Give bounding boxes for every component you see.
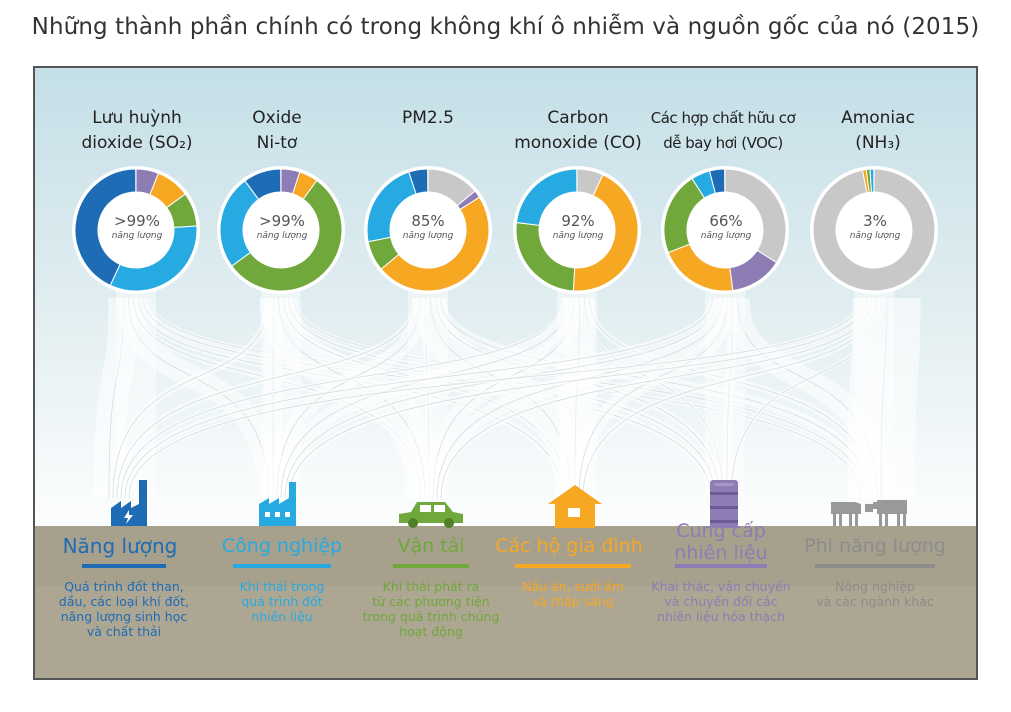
factory-icon xyxy=(259,482,296,526)
car-icon xyxy=(399,502,463,528)
donut-center-voc: 66% năng lượng xyxy=(686,213,766,242)
ground-band xyxy=(35,526,976,678)
donut-center-so2: >99% năng lượng xyxy=(97,213,177,242)
donut-percent: >99% xyxy=(259,212,305,230)
source-name-fuel-supply: Cung cấp nhiên liệu xyxy=(674,520,768,564)
flow-ribbon-edge xyxy=(116,297,416,499)
source-bar-households xyxy=(515,564,631,568)
pollutant-name-so2: Lưu huỳnh dioxide (SO₂) xyxy=(81,108,193,153)
flow-column xyxy=(705,290,745,498)
house-icon xyxy=(548,485,602,528)
infographic-panel: Lưu huỳnh dioxide (SO₂) Oxide Ni-tơ PM2.5 … xyxy=(33,66,978,680)
donut-percent: 85% xyxy=(411,212,445,230)
donut-segment-households xyxy=(572,174,639,292)
donut-sublabel: năng lượng xyxy=(111,231,163,241)
donut-percent: 92% xyxy=(561,212,595,230)
donut-charts xyxy=(72,166,938,294)
donut-segment-energy xyxy=(708,168,726,194)
source-bar-energy xyxy=(82,564,166,568)
donut-segment-non_energy xyxy=(812,168,936,292)
flow-ribbon-edge xyxy=(880,297,887,499)
oil-barrel-icon xyxy=(710,480,738,528)
source-desc-energy: Quá trình đốt than, dầu, các loại khí đốt… xyxy=(58,579,190,639)
flow-ribbons xyxy=(93,290,921,499)
donut-center-nh3: 3% năng lượng xyxy=(835,213,915,242)
donut-hole xyxy=(99,193,173,267)
donut-percent: 3% xyxy=(863,212,887,230)
flow-ribbon-edge xyxy=(128,297,862,499)
cattle-icon xyxy=(831,500,907,526)
flow-ribbon-edge xyxy=(112,297,269,499)
source-desc-non-energy: Nông nghiệp và các ngành khác xyxy=(816,579,934,609)
flow-column xyxy=(854,290,894,498)
source-name-industry: Công nghiệp xyxy=(221,535,343,557)
infographic-art xyxy=(35,166,976,678)
flow-ribbon-edge xyxy=(440,297,872,499)
donut-hole xyxy=(244,193,318,267)
flow-ribbon-edge xyxy=(120,297,565,499)
donut-hole xyxy=(688,193,762,267)
donut-percent: >99% xyxy=(114,212,160,230)
source-bar-non-energy xyxy=(815,564,935,568)
donut-segment-energy xyxy=(408,168,429,195)
donut-segment-industry xyxy=(869,168,875,193)
donut-hole xyxy=(391,193,465,267)
source-bar-transport xyxy=(393,564,469,568)
donut-segment-energy xyxy=(244,168,282,201)
source-name-transport: Vận tải xyxy=(397,535,465,557)
pollutant-name-pm25: PM2.5 xyxy=(402,108,454,128)
page-title: Những thành phần chính có trong không kh… xyxy=(31,14,980,40)
donut-sublabel: năng lượng xyxy=(849,231,901,241)
source-desc-fuel-supply: Khai thác, vận chuyển và chuyển đổi các n… xyxy=(651,579,791,624)
flow-ribbon-edge xyxy=(288,297,867,499)
donut-segment-transport xyxy=(231,179,343,292)
donut-sublabel: năng lượng xyxy=(700,231,752,241)
source-desc-industry: Khí thải trong quá trình đốt nhiên liệu xyxy=(239,579,325,624)
donut-segment-non_energy xyxy=(724,168,787,264)
donut-sublabel: năng lượng xyxy=(256,231,308,241)
source-bar-fuel-supply xyxy=(675,564,767,568)
source-name-non-energy: Phi năng lượng xyxy=(804,535,946,557)
donut-center-co: 92% năng lượng xyxy=(538,213,618,242)
pollutant-name-nox: Oxide Ni-tơ xyxy=(252,108,302,153)
source-name-households: Các hộ gia đình xyxy=(495,535,643,557)
ground-shadow xyxy=(35,526,976,586)
donut-sublabel: năng lượng xyxy=(552,231,604,241)
pollutant-name-voc: Các hợp chất hữu cơ dễ bay hơi (VOC) xyxy=(650,109,796,152)
donut-percent: 66% xyxy=(709,212,743,230)
donut-hole xyxy=(540,193,614,267)
pollutant-name-nh3: Amoniac (NH₃) xyxy=(841,108,915,153)
donut-hole xyxy=(837,193,911,267)
donut-segment-energy xyxy=(74,168,137,286)
flow-ribbon-edge xyxy=(124,297,713,499)
donut-segment-households xyxy=(380,196,490,292)
pollutant-name-co: Carbon monoxide (CO) xyxy=(514,108,642,153)
donut-segment-industry xyxy=(515,168,578,226)
source-bar-industry xyxy=(233,564,331,568)
source-desc-households: Nấu ăn, sưởi ấm và thắp sáng xyxy=(522,579,624,609)
donut-center-nox: >99% năng lượng xyxy=(242,213,322,242)
donut-sublabel: năng lượng xyxy=(402,231,454,241)
source-name-energy: Năng lượng xyxy=(62,534,178,558)
donut-center-pm25: 85% năng lượng xyxy=(388,213,468,242)
source-desc-transport: Khí thải phát ra từ các phương tiện trong… xyxy=(362,579,500,639)
power-plant-icon xyxy=(111,480,147,526)
